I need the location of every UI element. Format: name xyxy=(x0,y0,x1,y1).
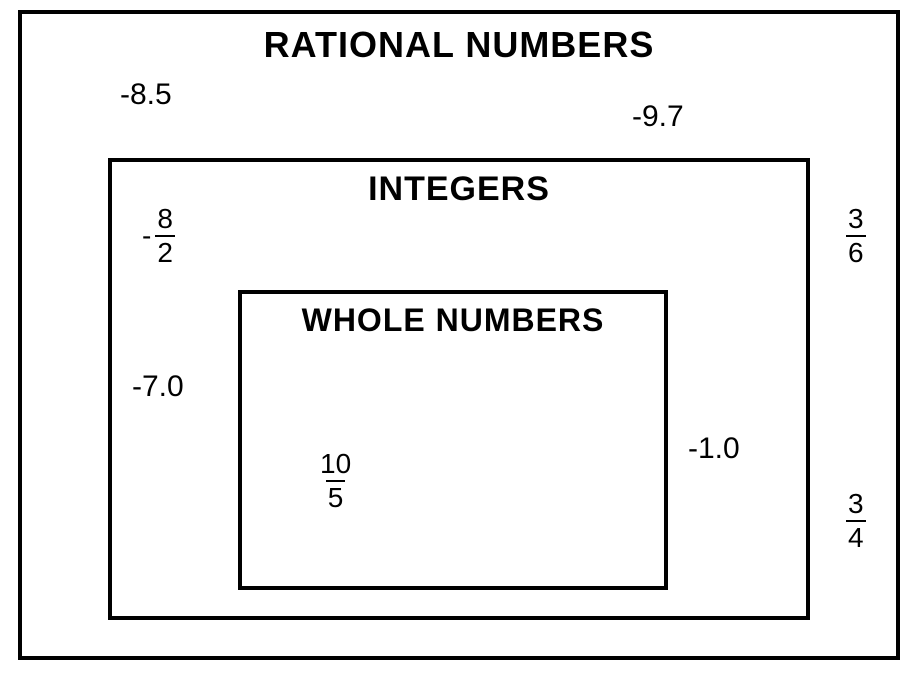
label-neg-frac-8-2: - 8 2 xyxy=(142,205,175,267)
neg-frac-8-2-sign: - xyxy=(142,220,151,252)
rational-title: RATIONAL NUMBERS xyxy=(264,24,655,66)
whole-title: WHOLE NUMBERS xyxy=(302,302,605,339)
frac-3-4-num: 3 xyxy=(846,490,866,520)
frac-3-6-den: 6 xyxy=(846,235,866,267)
frac-10-5-den: 5 xyxy=(326,480,346,512)
integers-title: INTEGERS xyxy=(368,170,550,209)
neg-frac-8-2-den: 2 xyxy=(155,235,175,267)
label-neg-7-0: -7.0 xyxy=(132,370,184,404)
neg-frac-8-2-num: 8 xyxy=(155,205,175,235)
label-frac-3-4: 3 4 xyxy=(846,490,866,552)
frac-10-5-num: 10 xyxy=(318,450,353,480)
label-neg-8-5: -8.5 xyxy=(120,78,172,112)
label-frac-10-5: 10 5 xyxy=(318,450,353,512)
frac-3-4-den: 4 xyxy=(846,520,866,552)
label-neg-1-0: -1.0 xyxy=(688,432,740,466)
whole-box: WHOLE NUMBERS xyxy=(238,290,668,590)
label-neg-9-7: -9.7 xyxy=(632,100,684,134)
label-frac-3-6: 3 6 xyxy=(846,205,866,267)
frac-3-6-num: 3 xyxy=(846,205,866,235)
